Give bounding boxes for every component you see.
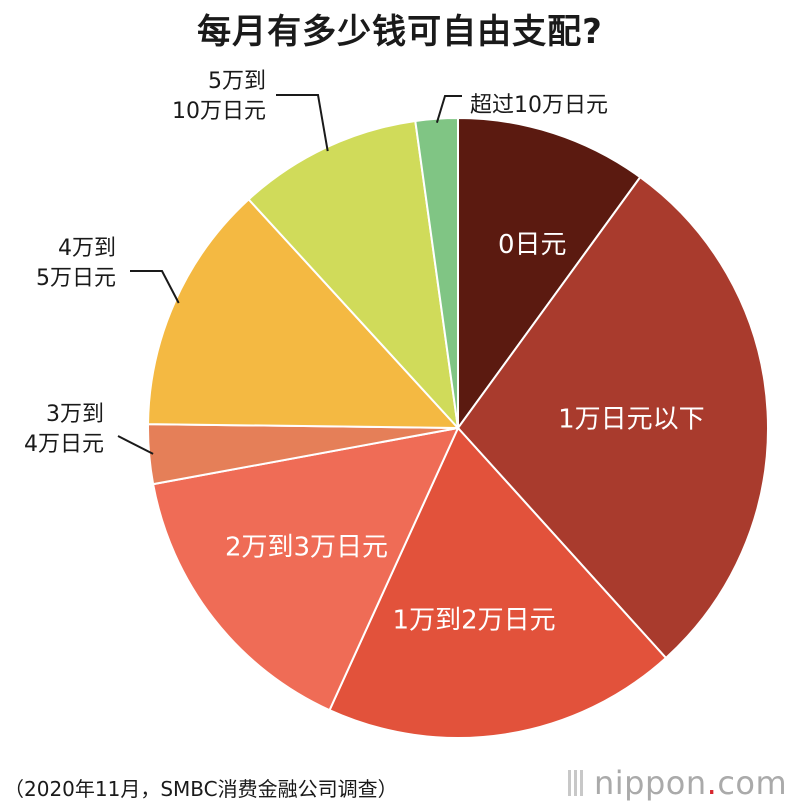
slice-label: 1万到2万日元 xyxy=(393,606,556,636)
pie-slice xyxy=(147,197,461,430)
pie-slice xyxy=(457,116,642,432)
slice-label: 2万到3万日元 xyxy=(225,532,388,562)
brand-mark-icon xyxy=(568,770,586,796)
slice-label: 1万日元以下 xyxy=(558,405,705,435)
slice-label-line: 4万日元 xyxy=(24,432,104,457)
slice-label-outside: 4万到 5万日元 xyxy=(36,236,116,291)
pie-slice xyxy=(456,175,769,660)
slice-label-line: 3万到 xyxy=(46,402,104,427)
slice-label-line: 5万日元 xyxy=(36,266,116,291)
slice-label-line: 10万日元 xyxy=(172,99,266,124)
slice-label-outside: 超过10万日元 xyxy=(470,93,608,118)
leader-line xyxy=(276,94,329,152)
brand-text: nippon.com xyxy=(594,764,788,802)
source-note: （2020年11月，SMBC消费金融公司调查） xyxy=(4,777,398,801)
chart-title: 每月有多少钱可自由支配? xyxy=(197,12,603,52)
slice-label-line: 超过10万日元 xyxy=(470,93,608,118)
slice-label: 0日元 xyxy=(498,230,567,260)
leader-line xyxy=(435,95,462,123)
leader-lines xyxy=(117,94,462,455)
slice-label-outside: 5万到 10万日元 xyxy=(172,69,266,124)
slice-label-line: 5万到 xyxy=(208,69,266,94)
slice-label-line: 4万到 xyxy=(58,236,116,261)
pie-slice xyxy=(151,426,460,712)
pie-slice xyxy=(328,426,668,739)
slice-labels: 0日元 1万日元以下 1万到2万日元 2万到3万日元 3万到 4万日元 4万到 5万日元 5万到… xyxy=(24,69,705,636)
leader-line xyxy=(130,270,180,304)
pie-slices xyxy=(147,116,769,739)
slice-label-outside: 3万到 4万日元 xyxy=(24,402,104,457)
leader-line xyxy=(117,435,154,455)
pie-slice xyxy=(414,116,459,429)
pie-slice xyxy=(247,119,460,432)
brand-logo: nippon.com xyxy=(568,763,787,803)
